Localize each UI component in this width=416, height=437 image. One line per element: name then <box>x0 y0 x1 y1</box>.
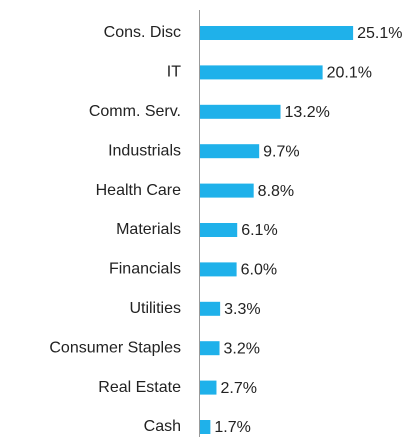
bar <box>200 420 211 434</box>
category-label: Cons. Disc <box>104 24 181 41</box>
category-label: Financials <box>109 261 181 278</box>
value-label: 8.8% <box>258 183 294 200</box>
bar <box>200 262 237 277</box>
value-label: 25.1% <box>357 25 402 42</box>
category-label: Cash <box>144 418 181 435</box>
category-label: Materials <box>116 221 181 238</box>
bar <box>200 301 221 316</box>
bar <box>200 104 281 119</box>
value-label: 1.7% <box>214 419 250 436</box>
bar <box>200 380 217 395</box>
bar <box>200 223 238 237</box>
category-label: Industrials <box>108 142 181 159</box>
category-label: Comm. Serv. <box>89 103 181 120</box>
category-label: IT <box>167 64 181 81</box>
value-label: 6.1% <box>241 222 277 239</box>
value-label: 6.0% <box>241 262 277 279</box>
value-label: 3.3% <box>224 301 260 318</box>
bar <box>200 183 254 198</box>
category-label: Consumer Staples <box>49 339 181 356</box>
bar <box>200 26 354 40</box>
category-label: Real Estate <box>98 379 181 396</box>
category-label: Utilities <box>129 300 181 317</box>
bar <box>200 65 323 80</box>
bar <box>200 144 260 159</box>
category-label: Health Care <box>96 182 181 199</box>
value-label: 20.1% <box>327 65 372 82</box>
value-label: 2.7% <box>220 380 256 397</box>
value-label: 13.2% <box>285 104 330 121</box>
bar <box>200 341 220 356</box>
value-label: 3.2% <box>224 340 260 357</box>
value-label: 9.7% <box>263 143 299 160</box>
